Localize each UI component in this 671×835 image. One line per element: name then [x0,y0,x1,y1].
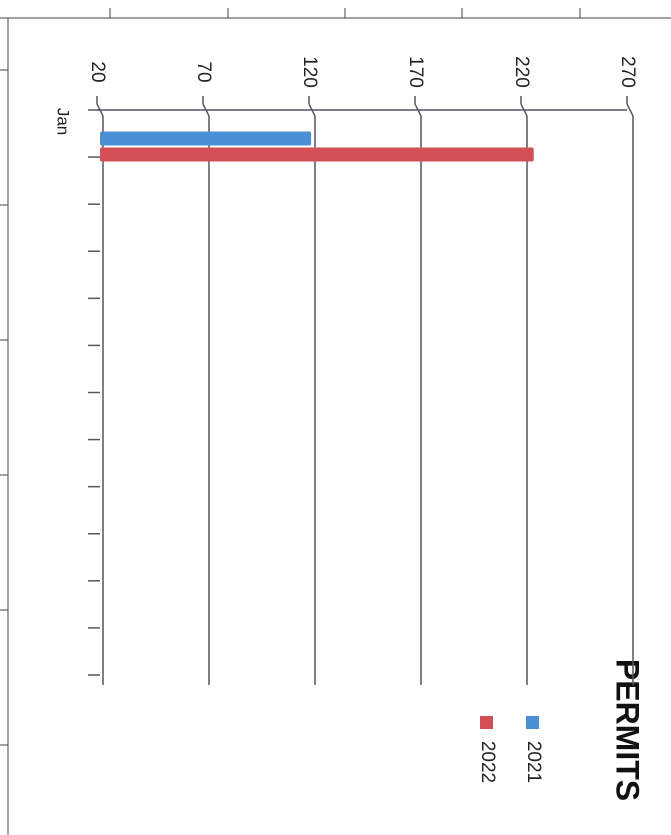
value-tick-label: 220 [511,56,532,88]
frame-ticks [0,8,581,746]
legend-swatch [526,716,539,729]
value-tick-label: 120 [299,56,320,88]
bar [100,147,534,162]
bar [100,131,312,146]
value-tick-label: 170 [405,56,426,88]
value-tick-label: 70 [193,61,214,82]
value-tick-label: 270 [617,56,638,88]
chart-title: PERMITS [610,659,646,801]
legend-label: 2022 [477,741,498,783]
legend-label: 2021 [523,741,544,783]
category-label: Jan [54,108,73,135]
legend-swatch [480,716,493,729]
grid-line [626,103,634,117]
value-tick-label: 20 [87,61,108,82]
